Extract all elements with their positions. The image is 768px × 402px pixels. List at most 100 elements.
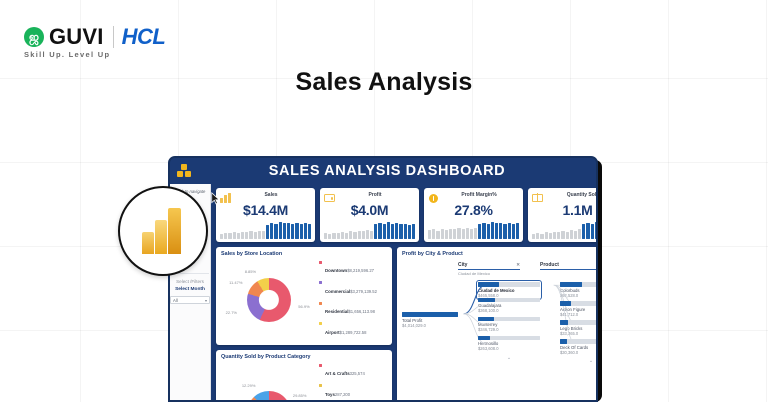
kpi-card-profit[interactable]: Profit $4.0M (320, 188, 419, 242)
sparkline-bar (561, 230, 565, 239)
sparkline-bar (499, 222, 503, 239)
legend-label: Airport (325, 329, 340, 335)
node-bar (478, 316, 540, 321)
sparkline-bar (511, 224, 515, 239)
node-bar (560, 339, 596, 344)
sparkline-bar (274, 224, 278, 239)
sparkline-bar (507, 223, 511, 239)
sparkline-bar (374, 224, 378, 239)
sparkline-bar (386, 222, 390, 239)
sparkline-bar (257, 230, 261, 239)
node-value: $263,608.0 (478, 346, 499, 351)
sparkline-bar (444, 229, 448, 239)
sparkline-bar (349, 231, 353, 239)
sparkline-bar (278, 222, 282, 239)
month-dropdown[interactable]: All ▾ (170, 296, 210, 304)
legend-item[interactable]: Art & Crafts325,574 (319, 362, 387, 380)
node-bar (560, 320, 596, 325)
sidebar-hint: Click to navigate (174, 189, 206, 194)
tree-expand-more-icon[interactable]: ⌄ (588, 358, 594, 364)
tree-column-product[interactable]: Product (540, 262, 596, 276)
sparkline-bar (503, 223, 507, 239)
tree-node[interactable]: Monterrey $346,729.0 (478, 316, 540, 332)
legend-label: Downtown (325, 268, 348, 273)
donut-percent-label: 22.7% (225, 310, 237, 316)
kpi-value: $14.4M (243, 202, 288, 218)
guvi-wordmark: GUVI (49, 24, 104, 49)
legend-value: $3,279,139.52 (350, 288, 377, 294)
legend-value: $8,219,596.27 (347, 268, 374, 273)
node-name: Ciudad de Mexico (478, 287, 515, 293)
kpi-card-sales[interactable]: Sales $14.4M (216, 188, 315, 242)
filters-label: Select /Filters (176, 279, 204, 284)
donut-ring (247, 391, 291, 400)
tree-node[interactable]: Colorbuds $92,528.0 (560, 282, 596, 298)
sparkline-bar (495, 223, 499, 239)
donut-percent-label: 11.47% (229, 279, 243, 285)
legend-item[interactable]: Residential$1,656,113.98 (319, 300, 387, 318)
sparkline-bar (515, 223, 520, 239)
hcl-wordmark: HCL (121, 24, 166, 49)
store-location-panel: Sales by Store Location 56.9% 22.7% 11.47%… (216, 247, 392, 345)
legend-item[interactable]: Downtown$8,219,596.27 (319, 259, 387, 277)
sparkline-bar (448, 228, 453, 239)
legend-item[interactable]: Airport$1,289,722.58 (319, 321, 387, 339)
sparkline-bar (232, 231, 236, 239)
kpi-card-profit-margin[interactable]: Profit Margin% 27.8% (424, 188, 523, 242)
sparkline (532, 222, 596, 239)
tree-node[interactable]: Guadalajara $368,100.0 (478, 297, 540, 313)
legend-item[interactable]: Toys287,200 (319, 383, 387, 401)
node-value: $4,014,029.0 (402, 322, 426, 328)
kpi-label: Sales (264, 192, 278, 198)
sparkline-bar (569, 230, 573, 239)
sparkline-bar (253, 231, 257, 239)
donut-percent-label: 8.85% (244, 269, 257, 275)
sparkline-bar (382, 224, 386, 239)
legend-item[interactable]: Commercial$3,279,139.52 (319, 280, 387, 298)
tree-node[interactable]: Deck Of Cards $30,360.0 (560, 339, 596, 355)
sparkline-bar (295, 223, 299, 239)
tree-column-city[interactable]: City ✕ Ciudad de Mexico (458, 262, 520, 276)
brand-divider (112, 26, 114, 48)
sparkline-bar (428, 230, 432, 239)
sparkline-bar (436, 230, 440, 239)
kpi-card-quantity-sold[interactable]: Quantity Sold 1.1M (528, 188, 596, 242)
sparkline-bar (557, 232, 561, 239)
brand-tagline: Skill Up. Level Up (24, 50, 111, 59)
tree-node[interactable]: Action Figure $41,712.0 (560, 301, 596, 317)
sparkline-bar (594, 222, 596, 239)
sparkline-bar (399, 224, 403, 239)
sparkline (220, 222, 312, 239)
tree-expand-more-icon[interactable]: ⌄ (506, 354, 512, 361)
store-donut-chart[interactable]: 56.9% 22.7% 11.47% 8.85% (221, 269, 317, 322)
tree-column-subtitle: Ciudad de Mexico (458, 271, 491, 276)
donut-percent-label: 29.85% (292, 393, 307, 399)
tree-node[interactable]: Ciudad de Mexico $465,558.0 (476, 280, 542, 300)
category-donut-chart[interactable]: 29.85%24.5%17.85%15.5%12.29% (221, 383, 317, 400)
node-bar (478, 297, 540, 302)
sparkline-bar (370, 230, 374, 239)
sparkline-bar (552, 231, 557, 239)
node-value: $41,712.0 (560, 311, 579, 317)
legend-swatch (319, 260, 322, 264)
tree-node[interactable]: Hermosillo $263,608.0 (478, 335, 540, 351)
sparkline-bar (332, 232, 336, 239)
sparkline-bar (220, 233, 224, 239)
tree-body: Total Profit $4,014,029.0 Ciudad de Mexi… (402, 277, 596, 364)
product-category-panel: Quantity Sold by Product Category 29.85%… (216, 350, 392, 401)
close-icon[interactable]: ✕ (516, 262, 520, 267)
legend-label: Commercial (325, 288, 351, 294)
dashboard-body: Click to navigate Home Overview Store Pr… (170, 184, 596, 400)
sparkline-bar (573, 230, 578, 239)
sparkline-bar (486, 224, 490, 239)
sparkline-bar (474, 227, 478, 239)
legend-swatch (319, 301, 322, 305)
node-value: $33,365.0 (560, 330, 579, 336)
tree-root-node[interactable]: Total Profit $4,014,029.0 (402, 282, 458, 364)
sparkline-bar (282, 223, 286, 239)
tree-node[interactable]: Lego Bricks $33,365.0 (560, 320, 596, 336)
sparkline-bar (490, 222, 494, 239)
legend-value: 287,200 (334, 391, 351, 397)
sparkline-bar (340, 231, 344, 239)
